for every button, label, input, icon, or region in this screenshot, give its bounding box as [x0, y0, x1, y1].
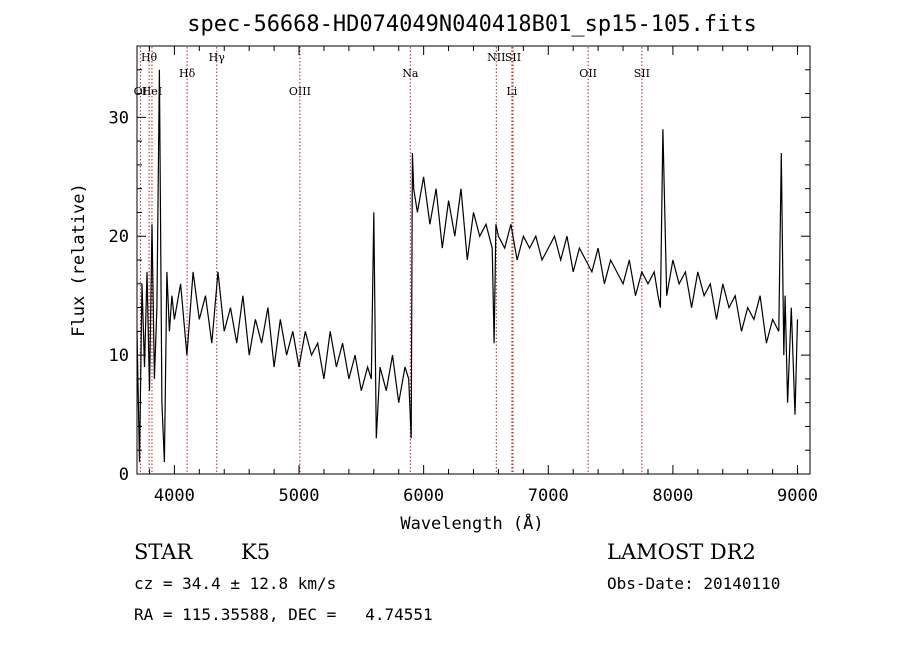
object-class: STAR [134, 540, 193, 564]
x-tick-label-2: 6000 [403, 486, 444, 506]
x-axis-label: Wavelength (Å) [400, 512, 543, 534]
line-label-9: Li [506, 85, 517, 98]
plot-frame [136, 45, 811, 475]
x-tick-label-1: 5000 [279, 486, 320, 506]
line-label-6: Na [402, 67, 419, 80]
observation-date: Obs-Date: 20140110 [607, 574, 781, 593]
survey-name: LAMOST DR2 [607, 540, 756, 564]
x-tick-label-4: 8000 [652, 486, 693, 506]
line-label-7: NII [487, 51, 505, 64]
y-tick-label-0: 0 [119, 465, 129, 485]
y-tick-label-2: 20 [109, 227, 129, 247]
line-label-2: HeI [142, 85, 162, 98]
x-tick-label-0: 4000 [154, 486, 195, 506]
y-tick-label-3: 30 [109, 108, 129, 128]
line-label-0: Hθ [141, 51, 158, 64]
line-label-4: Hγ [209, 51, 226, 64]
chart-title: spec-56668-HD074049N040418B01_sp15-105.f… [187, 12, 757, 37]
line-label-10: OII [579, 67, 597, 80]
line-label-3: Hδ [179, 67, 196, 80]
y-axis-label: Flux (relative) [69, 183, 89, 337]
line-label-1: OI [134, 85, 147, 98]
redshift-cz: cz = 34.4 ± 12.8 km/s [134, 574, 337, 593]
spectrum-chart: spec-56668-HD074049N040418B01_sp15-105.f… [69, 12, 818, 534]
x-tick-label-5: 9000 [777, 486, 818, 506]
line-label-11: SII [634, 67, 650, 80]
spectrum-series [136, 69, 799, 463]
ra-dec: RA = 115.35588, DEC = 4.74551 [134, 605, 433, 624]
y-tick-label-1: 10 [109, 346, 129, 366]
line-label-8: SII [505, 51, 521, 64]
x-tick-label-3: 7000 [528, 486, 569, 506]
line-label-5: OIII [289, 85, 311, 98]
object-subclass: K5 [241, 540, 271, 564]
axis-ticks: 4000 5000 6000 7000 8000 9000 0 10 20 30 [109, 46, 818, 506]
